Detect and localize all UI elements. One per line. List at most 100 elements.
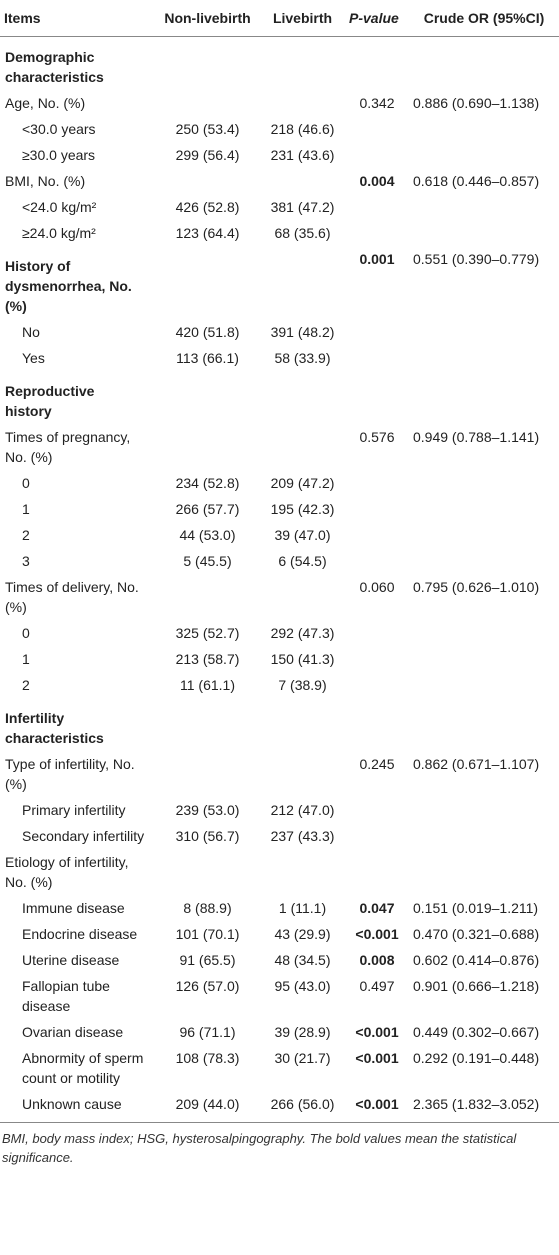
table-body: Demographic characteristics Age, No. (%) 0… [0, 37, 559, 1123]
table-row: Immune disease 8 (88.9) 1 (11.1) 0.047 0.151… [0, 895, 559, 921]
cell [409, 672, 559, 698]
row-label: ≥30.0 years [22, 147, 96, 163]
cell: 0.949 (0.788–1.141) [413, 429, 540, 445]
cell [345, 823, 409, 849]
cell [155, 246, 260, 319]
table-row: ≥30.0 years 299 (56.4) 231 (43.6) [0, 142, 559, 168]
cell: 91 (65.5) [179, 952, 236, 968]
cell [409, 194, 559, 220]
cell: 0.004 [359, 173, 395, 189]
cell [409, 37, 559, 91]
cell [409, 646, 559, 672]
row-label: Endocrine disease [22, 926, 138, 942]
cell [409, 522, 559, 548]
row-label: Uterine disease [22, 952, 120, 968]
cell: 299 (56.4) [175, 147, 240, 163]
cell [260, 574, 345, 620]
cell [345, 345, 409, 371]
table-row: Times of pregnancy, No. (%) 0.576 0.949 (0… [0, 424, 559, 470]
cell: 213 (58.7) [175, 651, 240, 667]
cell: 58 (33.9) [274, 350, 331, 366]
row-label: Immune disease [22, 900, 125, 916]
cell: 266 (56.0) [260, 1091, 345, 1123]
cell [155, 849, 260, 895]
cell: 0.151 (0.019–1.211) [413, 900, 539, 916]
cell: 420 (51.8) [175, 324, 240, 340]
cell: <0.001 [355, 1024, 399, 1040]
cell [155, 90, 260, 116]
cell: 44 (53.0) [179, 527, 236, 543]
table-row: Type of infertility, No. (%) 0.245 0.862 (… [0, 751, 559, 797]
cell: 5 (45.5) [183, 553, 232, 569]
header-row: Items Non-livebirth Livebirth P-value Crude … [0, 0, 559, 37]
cell: 113 (66.1) [176, 350, 239, 366]
cell [409, 319, 559, 345]
row-label: Unknown cause [0, 1091, 155, 1123]
table-row: Unknown cause 209 (44.0) 266 (56.0) <0.001 2… [0, 1091, 559, 1123]
cell: 0.886 (0.690–1.138) [413, 95, 540, 111]
cell: 43 (29.9) [274, 926, 331, 942]
cell [155, 168, 260, 194]
table-row: Times of delivery, No. (%) 0.060 0.795 (0.… [0, 574, 559, 620]
table-row: Etiology of infertility, No. (%) [0, 849, 559, 895]
cell: 101 (70.1) [175, 926, 240, 942]
column-header: Livebirth [260, 0, 345, 37]
row-label: <30.0 years [22, 121, 96, 137]
table-row: Age, No. (%) 0.342 0.886 (0.690–1.138) [0, 90, 559, 116]
cell [409, 470, 559, 496]
row-label: Etiology of infertility, No. (%) [5, 854, 129, 890]
table-head: Items Non-livebirth Livebirth P-value Crude … [0, 0, 559, 37]
cell [260, 751, 345, 797]
row-label: Age, No. (%) [5, 95, 86, 111]
cell [155, 751, 260, 797]
row-label: Secondary infertility [22, 828, 145, 844]
cell [260, 849, 345, 895]
table-row: Primary infertility 239 (53.0) 212 (47.0) [0, 797, 559, 823]
cell [409, 548, 559, 574]
cell: 30 (21.7) [274, 1050, 331, 1066]
table-row: Fallopian tube disease 126 (57.0) 95 (43.0… [0, 973, 559, 1019]
row-label: 2 [22, 677, 30, 693]
cell: <0.001 [355, 1050, 399, 1066]
cell [345, 37, 409, 91]
cell [345, 548, 409, 574]
cell [409, 220, 559, 246]
cell: 209 (44.0) [155, 1091, 260, 1123]
cell [155, 698, 260, 751]
row-label: 3 [22, 553, 30, 569]
cell [345, 142, 409, 168]
cell: 0.497 [359, 978, 395, 994]
cell: 237 (43.3) [270, 828, 335, 844]
cell: 6 (54.5) [278, 553, 327, 569]
cell: 266 (57.7) [175, 501, 240, 517]
cell: 0.060 [359, 579, 395, 595]
row-label: Fallopian tube disease [22, 978, 110, 1014]
cell [409, 371, 559, 424]
row-label: Type of infertility, No. (%) [5, 756, 135, 792]
table-row: Yes 113 (66.1) 58 (33.9) [0, 345, 559, 371]
column-header: Items [0, 0, 155, 37]
row-label: Times of pregnancy, No. (%) [5, 429, 131, 465]
row-label: 2 [22, 527, 30, 543]
cell [345, 319, 409, 345]
cell [345, 116, 409, 142]
table-row: History of dysmenorrhea, No. (%) 0.001 0.5… [0, 246, 559, 319]
table-row: Infertility characteristics [0, 698, 559, 751]
cell [260, 424, 345, 470]
row-label: 0 [22, 625, 30, 641]
row-label: No [22, 324, 40, 340]
table-row: Secondary infertility 310 (56.7) 237 (43.3… [0, 823, 559, 849]
cell: 0.551 (0.390–0.779) [413, 251, 540, 267]
cell [345, 849, 409, 895]
table-row: 1 266 (57.7) 195 (42.3) [0, 496, 559, 522]
cell: 0.470 (0.321–0.688) [413, 926, 540, 942]
cell [345, 620, 409, 646]
row-label: Primary infertility [22, 802, 126, 818]
row-label: Reproductive history [5, 383, 95, 419]
row-label: Yes [22, 350, 45, 366]
cell [345, 371, 409, 424]
row-label: Infertility characteristics [5, 710, 104, 746]
row-label: ≥24.0 kg/m² [22, 225, 96, 241]
cell: 0.245 [359, 756, 395, 772]
cell: 0.449 (0.302–0.667) [413, 1024, 540, 1040]
